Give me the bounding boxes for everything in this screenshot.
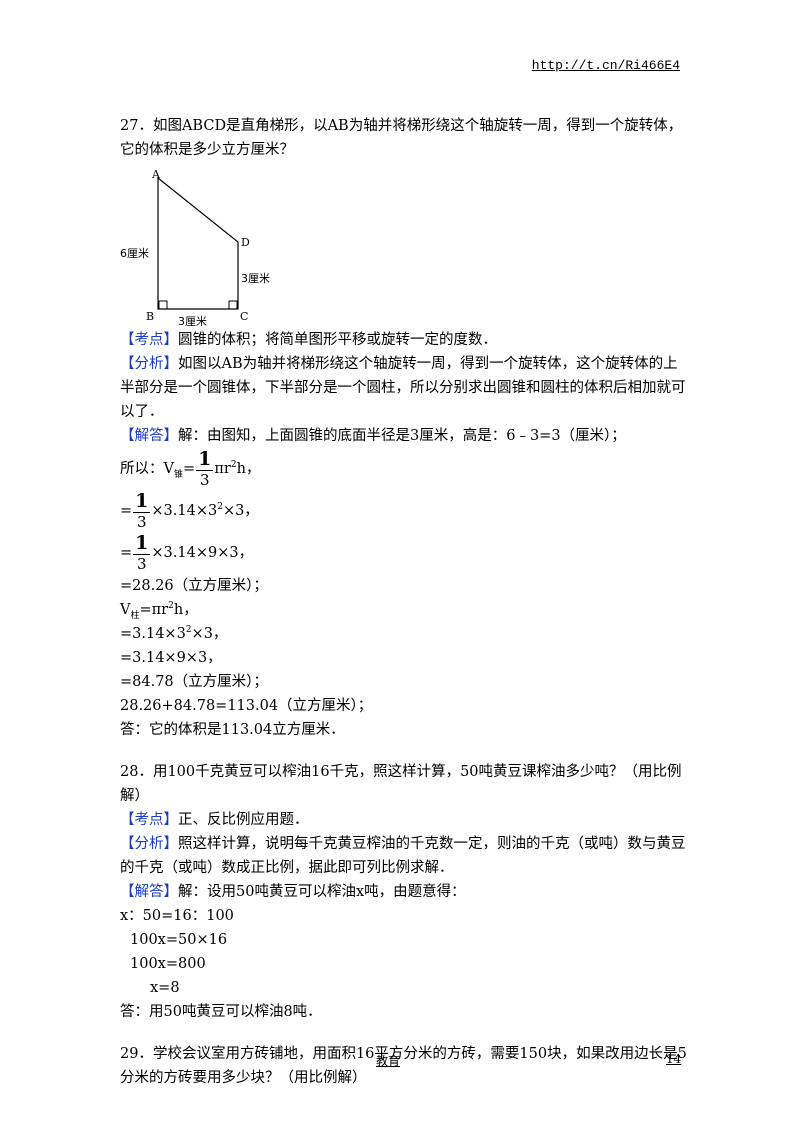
q27-answer: 答：它的体积是113.04立方厘米． — [120, 722, 345, 738]
fraction-numerator: 1 — [133, 532, 151, 555]
superscript: 2 — [230, 460, 237, 471]
q27-jieda: 【解答】解：由图知，上面圆锥的底面半径是3厘米，高是：6﹣3=3（厘米）； — [120, 424, 690, 448]
trapezoid-figure: A D B C 6厘米 3厘米 3厘米 — [120, 166, 290, 328]
q27-fenxi-line-1: 【分析】如图以AB为轴并将梯形绕这个轴旋转一周，得到一个旋转体，这个旋转体的上 — [120, 352, 690, 376]
step-text: ×3.14×3 — [151, 503, 218, 519]
q28-step-3: 100x=800 — [130, 956, 206, 972]
kaodian-tag: 【考点】 — [120, 812, 178, 828]
q27-step-7: =3.14×9×3， — [120, 650, 222, 666]
step-text: πr — [214, 461, 231, 477]
kaodian-text: 圆锥的体积；将简单图形平移或旋转一定的度数． — [178, 332, 497, 348]
q27-step-4: =28.26（立方厘米）； — [120, 578, 268, 594]
q27-step-5: V柱=πr2h， — [120, 598, 690, 622]
q27-step-6: =3.14×32×3， — [120, 622, 690, 646]
q27-step-3: = 1 3 ×3.14×9×3， — [120, 532, 690, 574]
step-text: V — [120, 602, 131, 618]
step-text: ×3， — [222, 503, 259, 519]
q27-question-line-2: 它的体积是多少立方厘米？ — [120, 142, 294, 158]
step-text: h， — [173, 602, 198, 618]
q28-question-line-1: 28．用100千克黄豆可以榨油16千克，照这样计算，50吨黄豆课榨油多少吨？（用… — [120, 764, 682, 780]
kaodian-tag: 【考点】 — [120, 332, 178, 348]
step-text: 所以：V — [120, 461, 174, 477]
superscript: 2 — [168, 601, 174, 612]
q27-step-2: = 1 3 ×3.14×32×3， — [120, 490, 690, 532]
q28-question-line-2: 解） — [120, 788, 149, 804]
footer-center-link[interactable]: 教育 — [376, 1054, 401, 1068]
q28-fenxi-line-1: 【分析】照这样计算，说明每千克黄豆榨油的千克数一定，则油的千克（或吨）数与黄豆 — [120, 832, 690, 856]
jieda-tag: 【解答】 — [120, 428, 178, 444]
subscript-cylinder: 柱 — [130, 610, 140, 621]
fraction-numerator: 1 — [196, 448, 214, 471]
section-gap — [120, 742, 690, 760]
fenxi-text: 照这样计算，说明每千克黄豆榨油的千克数一定，则油的千克（或吨）数与黄豆 — [178, 836, 686, 852]
q29-question-line-1: 29．学校会议室用方砖铺地，用面积16平方分米的方砖，需要150块，如果改用边长… — [120, 1046, 687, 1062]
trapezoid-shape — [157, 176, 239, 310]
step-text: ×3， — [191, 626, 228, 642]
q27-question-line-1: 27．如图ABCD是直角梯形，以AB为轴并将梯形绕这个轴旋转一周，得到一个旋转体… — [120, 118, 683, 134]
fenxi-tag: 【分析】 — [120, 836, 178, 852]
page-number: 14 — [666, 1052, 682, 1066]
label-cd-length: 3厘米 — [241, 272, 270, 285]
header-link[interactable]: http://t.cn/Ri466E4 — [531, 58, 680, 73]
superscript: 2 — [185, 625, 192, 636]
q29-question-line-2: 分米的方砖要用多少块？（用比例解） — [120, 1070, 367, 1086]
step-text: =3.14×3 — [120, 626, 186, 642]
label-c: C — [240, 310, 248, 323]
trapezoid-svg: A D B C 6厘米 3厘米 3厘米 — [120, 168, 270, 328]
right-angle-c — [228, 300, 238, 310]
label-d: D — [241, 236, 250, 249]
step-text: = — [120, 503, 133, 519]
label-ab-length: 6厘米 — [120, 247, 149, 260]
q28-answer: 答：用50吨黄豆可以榨油8吨． — [120, 1004, 322, 1020]
q28-step-4: x=8 — [150, 980, 180, 996]
q27-fenxi-line-2: 半部分是一个圆锥体，下半部分是一个圆柱，所以分别求出圆锥和圆柱的体积后相加就可 — [120, 380, 686, 396]
fraction-numerator: 1 — [133, 490, 151, 513]
right-angle-b — [158, 300, 168, 310]
q27-kaodian: 【考点】圆锥的体积；将简单图形平移或旋转一定的度数． — [120, 328, 690, 352]
q28-jieda: 【解答】解：设用50吨黄豆可以榨油x吨，由题意得： — [120, 880, 690, 904]
label-a: A — [151, 168, 161, 181]
q28-step-2: 100x=50×16 — [130, 932, 228, 948]
fenxi-tag: 【分析】 — [120, 356, 178, 372]
fenxi-text: 如图以AB为轴并将梯形绕这个轴旋转一周，得到一个旋转体，这个旋转体的上 — [178, 356, 678, 372]
q28-step-1: x：50=16：100 — [120, 908, 234, 924]
step-text: = — [183, 461, 196, 477]
subscript-cone: 锥 — [173, 469, 183, 480]
step-text: ×3.14×9×3， — [151, 545, 254, 561]
q28-kaodian: 【考点】正、反比例应用题． — [120, 808, 690, 832]
jieda-tag: 【解答】 — [120, 884, 178, 900]
kaodian-text: 正、反比例应用题． — [178, 812, 309, 828]
label-b: B — [146, 310, 154, 323]
fraction-denominator: 3 — [137, 555, 147, 573]
q27-step-9: 28.26+84.78=113.04（立方厘米）； — [120, 698, 373, 714]
jieda-text: 解：由图知，上面圆锥的底面半径是3厘米，高是：6﹣3=3（厘米）； — [178, 428, 626, 444]
q28-fenxi-line-2: 的千克（或吨）数成正比例，据此即可列比例求解． — [120, 860, 454, 876]
step-text: h， — [236, 461, 261, 477]
fraction-denominator: 3 — [137, 513, 147, 531]
q27-fenxi-line-3: 以了． — [120, 404, 164, 420]
q27-step-8: =84.78（立方厘米）； — [120, 674, 268, 690]
document-body: 27．如图ABCD是直角梯形，以AB为轴并将梯形绕这个轴旋转一周，得到一个旋转体… — [120, 114, 690, 1090]
superscript: 2 — [217, 502, 223, 513]
step-text: =πr — [139, 602, 169, 618]
step-text: = — [120, 545, 133, 561]
fraction-denominator: 3 — [200, 471, 210, 489]
jieda-text: 解：设用50吨黄豆可以榨油x吨，由题意得： — [178, 884, 466, 900]
label-bc-length: 3厘米 — [178, 315, 207, 326]
q27-step-1: 所以：V锥= 1 3 πr2h， — [120, 448, 690, 490]
section-gap — [120, 1024, 690, 1042]
